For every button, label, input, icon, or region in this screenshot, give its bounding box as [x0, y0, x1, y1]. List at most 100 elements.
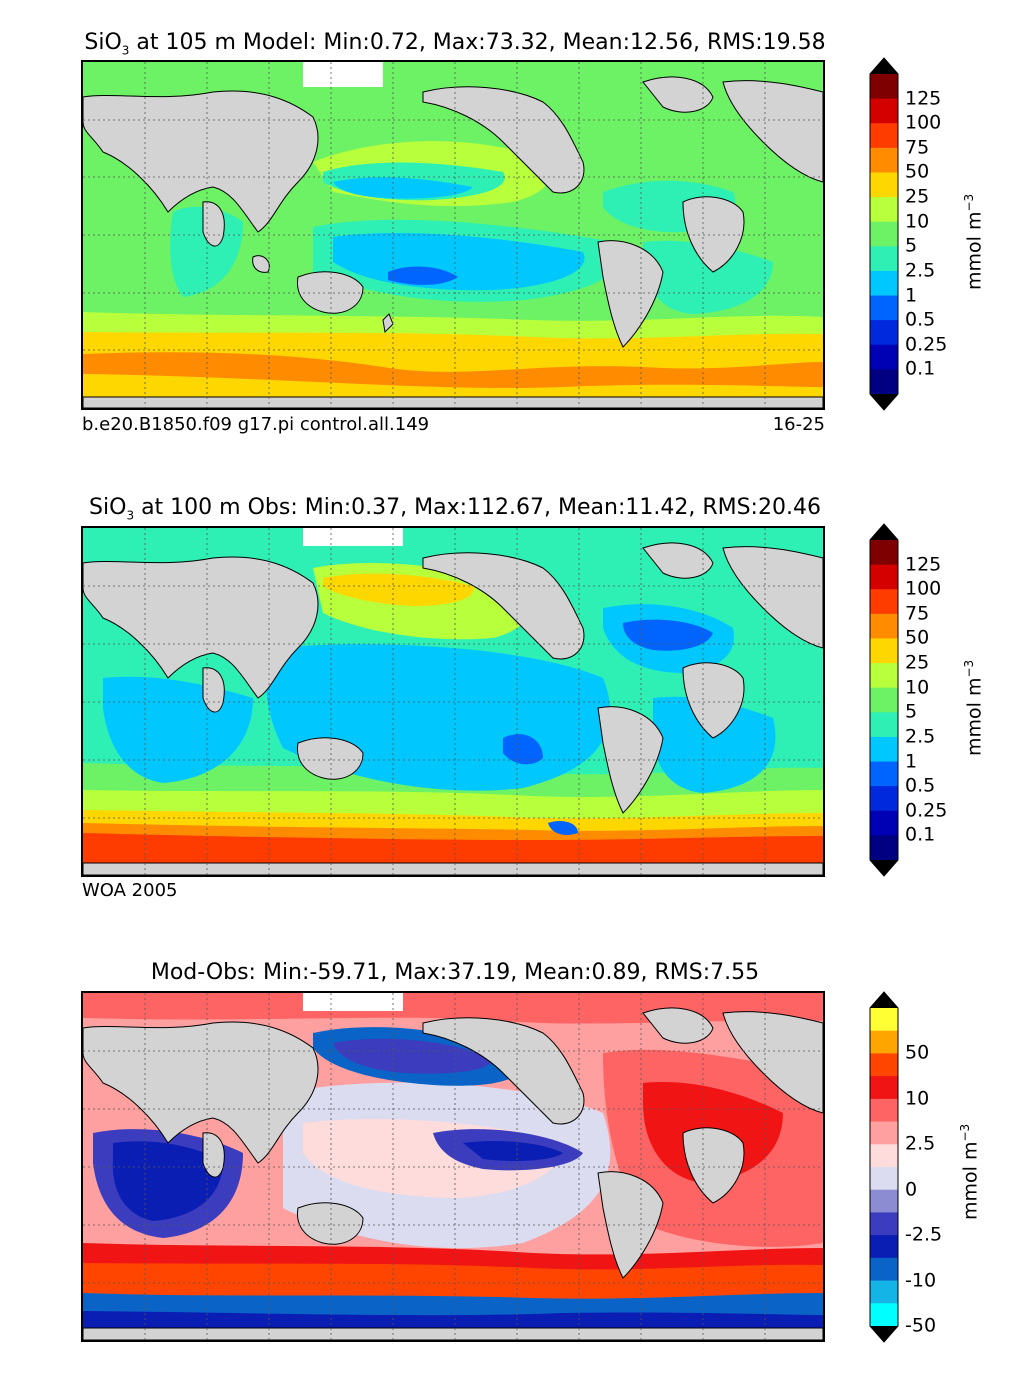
colorbar-segment	[870, 589, 898, 615]
colorbar-tick-label: 25	[905, 651, 930, 674]
obs-map-svg	[83, 528, 823, 875]
panel-title: Mod-Obs: Min:-59.71, Max:37.19, Mean:0.8…	[150, 960, 760, 985]
model-panel: SiO3 at 105 m Model: Min:0.72, Max:73.32…	[0, 0, 1014, 460]
model-years-label: 16-25	[772, 414, 825, 435]
model-colorbar-svg	[869, 57, 899, 411]
colorbar-tick-label: -50	[905, 1314, 937, 1337]
obs-colorbar-unit: mmol m−3	[962, 659, 986, 756]
colorbar-tick-label: 125	[905, 87, 942, 110]
colorbar-tick-label: 1	[905, 284, 918, 307]
colorbar-tick-label: 0.25	[905, 799, 948, 822]
colorbar-tick-label: 0.25	[905, 333, 948, 356]
colorbar-tick-label: 0.1	[905, 823, 936, 846]
colorbar-tick-label: 50	[905, 1041, 930, 1064]
colorbar-segment	[870, 736, 898, 763]
colorbar-segment	[870, 270, 898, 297]
colorbar-extend-max	[870, 992, 898, 1008]
colorbar-tick-label: 2.5	[905, 259, 936, 282]
model-map-svg	[83, 62, 823, 408]
colorbar-segment	[870, 761, 898, 787]
colorbar-frame	[869, 991, 899, 1343]
colorbar-segment	[870, 369, 898, 395]
model-colorbar-unit: mmol m−3	[962, 193, 986, 290]
colorbar-segment	[870, 1303, 898, 1327]
colorbar-segment	[870, 172, 898, 198]
colorbar-tick-label: 10	[905, 210, 930, 233]
obs-map	[81, 526, 825, 877]
colorbar-segment	[870, 197, 898, 223]
colorbar-frame	[869, 57, 899, 411]
colorbar-frame	[869, 523, 899, 877]
diff-map	[81, 991, 825, 1342]
colorbar-segment	[870, 98, 898, 124]
diff-map-svg	[83, 993, 823, 1340]
colorbar-segment	[870, 1008, 898, 1032]
colorbar-extend-max	[870, 524, 898, 540]
colorbar-segment	[870, 1189, 898, 1213]
panel-title: SiO3 at 100 m Obs: Min:0.37, Max:112.67,…	[89, 495, 821, 523]
colorbar-extend-min	[870, 1326, 898, 1342]
diff-colorbar-unit: mmol m−3	[958, 1123, 982, 1220]
colorbar-tick-label: -10	[905, 1269, 937, 1292]
colorbar-segment	[870, 344, 898, 370]
colorbar-segment	[870, 1280, 898, 1304]
colorbar-tick-label: 50	[905, 626, 930, 649]
colorbar-segment	[870, 246, 898, 272]
colorbar-tick-label: 75	[905, 602, 930, 625]
colorbar-tick-label: -2.5	[905, 1223, 943, 1246]
colorbar-segment	[870, 1235, 898, 1259]
colorbar-tick-label: 10	[905, 676, 930, 699]
colorbar-tick-label: 10	[905, 1087, 930, 1110]
colorbar-segment	[870, 613, 898, 639]
colorbar-segment	[870, 1144, 898, 1168]
colorbar-segment	[870, 1167, 898, 1191]
colorbar-segment	[870, 1030, 898, 1054]
colorbar-tick-label: 100	[905, 577, 942, 600]
colorbar-segment	[870, 1053, 898, 1077]
colorbar-segment	[870, 786, 898, 812]
diff-panel: Mod-Obs: Min:-59.71, Max:37.19, Mean:0.8…	[0, 930, 1014, 1370]
colorbar-segment	[870, 74, 898, 100]
colorbar-segment	[870, 320, 898, 346]
colorbar-tick-label: 2.5	[905, 1132, 936, 1155]
colorbar-segment	[870, 147, 898, 173]
colorbar-tick-label: 2.5	[905, 725, 936, 748]
colorbar-segment	[870, 1121, 898, 1145]
obs-panel: SiO3 at 100 m Obs: Min:0.37, Max:112.67,…	[0, 466, 1014, 926]
colorbar-segment	[870, 1076, 898, 1100]
colorbar-tick-label: 125	[905, 553, 942, 576]
colorbar-tick-label: 50	[905, 160, 930, 183]
colorbar-tick-label: 0.1	[905, 357, 936, 380]
colorbar-tick-label: 0.5	[905, 774, 936, 797]
colorbar-extend-max	[870, 58, 898, 74]
colorbar-segment	[870, 540, 898, 566]
colorbar-tick-label: 0.5	[905, 308, 936, 331]
panel-title: SiO3 at 105 m Model: Min:0.72, Max:73.32…	[84, 30, 826, 58]
colorbar-segment	[870, 1098, 898, 1123]
colorbar-tick-label: 0	[905, 1178, 918, 1201]
obs-colorbar-svg	[869, 523, 899, 877]
colorbar-segment	[870, 1212, 898, 1236]
colorbar-tick-label: 100	[905, 111, 942, 134]
colorbar-segment	[870, 1257, 898, 1282]
colorbar-segment	[870, 835, 898, 861]
model-case-label: b.e20.B1850.f09 g17.pi control.all.149	[82, 414, 430, 435]
colorbar-segment	[870, 687, 898, 713]
model-map	[81, 60, 825, 410]
colorbar-extend-min	[870, 860, 898, 876]
colorbar-segment	[870, 663, 898, 689]
colorbar-extend-min	[870, 394, 898, 410]
diff-colorbar-svg	[869, 991, 899, 1343]
colorbar-tick-label: 5	[905, 234, 918, 257]
colorbar-segment	[870, 221, 898, 247]
model-colorbar	[869, 57, 899, 411]
diff-colorbar	[869, 991, 899, 1343]
colorbar-tick-label: 5	[905, 700, 918, 723]
colorbar-tick-label: 25	[905, 185, 930, 208]
obs-colorbar	[869, 523, 899, 877]
colorbar-segment	[870, 123, 898, 149]
colorbar-segment	[870, 712, 898, 738]
colorbar-tick-label: 75	[905, 136, 930, 159]
colorbar-segment	[870, 638, 898, 664]
obs-source-label: WOA 2005	[82, 880, 178, 901]
